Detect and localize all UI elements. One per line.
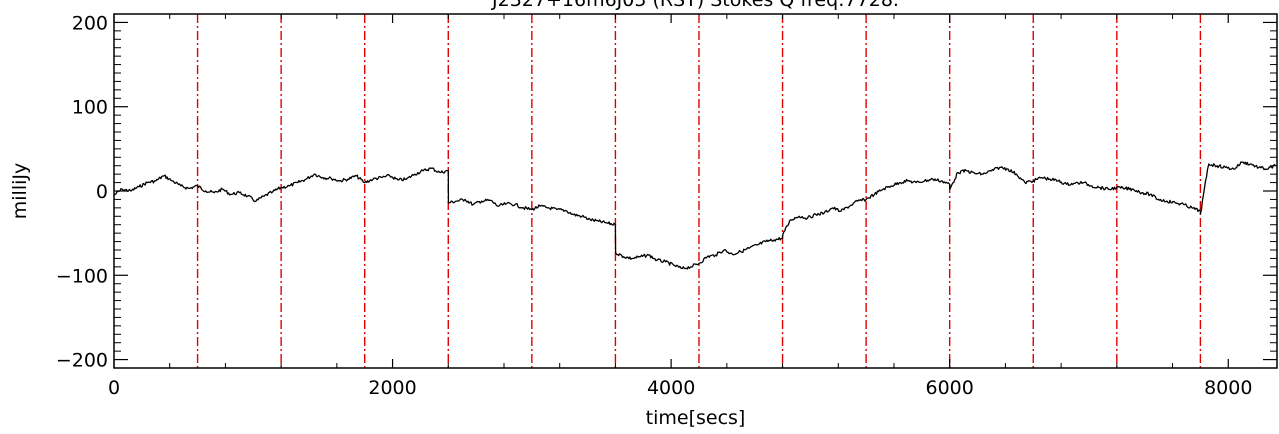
tick-labels: 0 2000 4000 6000 8000 −200 −100 0 100 200	[56, 12, 1253, 399]
x-tick-label: 2000	[368, 377, 416, 399]
series-layer	[114, 161, 1277, 270]
x-axis-label: time[secs]	[646, 407, 746, 429]
chart-title: J2327+16m6J05 (RST) Stokes Q freq:7728.	[491, 0, 899, 11]
y-tick-label: −200	[56, 350, 108, 372]
x-tick-label: 4000	[647, 377, 695, 399]
x-tick-label: 6000	[926, 377, 974, 399]
x-tick-label: 0	[108, 377, 120, 399]
vertical-markers	[196, 14, 1202, 368]
axis-ticks	[113, 14, 1277, 368]
series-line	[114, 161, 1277, 270]
y-tick-label: 100	[72, 97, 108, 119]
y-tick-label: −100	[56, 265, 108, 287]
x-tick-label: 8000	[1204, 377, 1252, 399]
plot-frame	[113, 13, 1278, 369]
y-axis-label: milliJy	[9, 163, 31, 219]
y-tick-label: 0	[96, 181, 108, 203]
y-tick-label: 200	[72, 12, 108, 34]
